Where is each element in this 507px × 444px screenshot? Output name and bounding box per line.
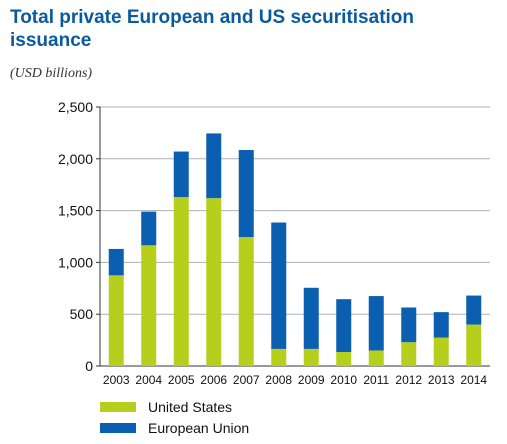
legend-label-eu: European Union (148, 419, 250, 436)
bar-us-2008 (271, 348, 287, 366)
legend-swatch-us (100, 401, 136, 412)
x-tick-label-2008: 2008 (265, 373, 292, 387)
bar-us-2011 (368, 350, 384, 366)
bar-eu-2011 (368, 296, 384, 351)
bar-eu-2008 (271, 222, 287, 349)
bar-eu-2004 (141, 211, 157, 246)
bar-us-2012 (401, 342, 417, 366)
unit-label: (USD billions) (10, 66, 93, 81)
y-tick-label-5: 2,500 (58, 99, 93, 115)
x-tick-label-2003: 2003 (103, 373, 130, 387)
bar-us-2007 (238, 237, 254, 366)
x-tick-label-2012: 2012 (395, 373, 422, 387)
bar-us-2010 (336, 352, 352, 366)
bar-eu-2010 (336, 299, 352, 353)
legend-swatch-eu (100, 422, 136, 433)
legend: United States European Union (100, 396, 249, 438)
y-tick-label-4: 2,000 (58, 151, 93, 167)
bar-eu-2003 (108, 248, 124, 276)
y-tick-label-2: 1,000 (58, 254, 93, 270)
legend-label-us: United States (148, 398, 233, 415)
bar-us-2006 (206, 198, 222, 366)
bar-eu-2014 (466, 295, 482, 325)
bar-eu-2005 (173, 151, 189, 198)
x-tick-label-2007: 2007 (233, 373, 260, 387)
bar-eu-2013 (433, 312, 449, 338)
x-tick-label-2013: 2013 (428, 373, 455, 387)
bar-eu-2007 (238, 149, 254, 238)
legend-item-us: United States (100, 396, 249, 417)
x-tick-label-2011: 2011 (363, 373, 389, 387)
x-tick-label-2009: 2009 (298, 373, 325, 387)
bar-us-2003 (108, 275, 124, 366)
x-tick-label-2006: 2006 (200, 373, 227, 387)
x-tick-label-2010: 2010 (330, 373, 357, 387)
chart-title: Total private European and US securitisa… (10, 7, 415, 51)
legend-item-eu: European Union (100, 417, 249, 438)
y-tick-label-1: 500 (70, 306, 94, 322)
x-tick-label-2004: 2004 (135, 373, 162, 387)
bar-us-2009 (303, 348, 319, 366)
bar-us-2013 (433, 337, 449, 366)
y-tick-label-3: 1,500 (58, 203, 93, 219)
bar-us-2004 (141, 245, 157, 366)
bar-us-2014 (466, 324, 482, 366)
bar-us-2005 (173, 197, 189, 366)
bar-eu-2012 (401, 307, 417, 343)
x-tick-label-2005: 2005 (168, 373, 195, 387)
y-tick-label-0: 0 (85, 358, 93, 374)
bar-eu-2006 (206, 133, 222, 199)
bar-eu-2009 (303, 287, 319, 349)
x-tick-label-2014: 2014 (460, 373, 487, 387)
